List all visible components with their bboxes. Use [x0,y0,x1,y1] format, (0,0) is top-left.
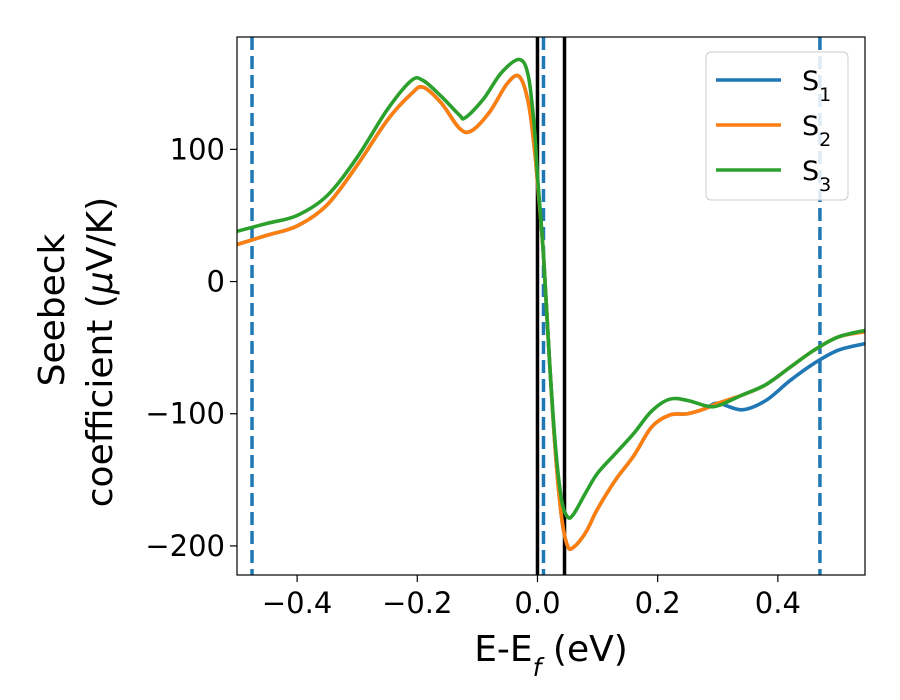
x-axis-ticks: −0.4 −0.2 0.0 0.2 0.4 [262,575,801,620]
y-tick-label-2: −100 [145,397,225,431]
x-tick-label-1: −0.2 [382,586,452,620]
y-axis-title-line2-suffix: V/K) [80,197,121,271]
y-tick-label-3: −200 [145,529,225,563]
legend-label-S2: S2 [802,111,831,151]
y-axis-title-line2: coefficient (μV/K) [80,197,121,507]
y-axis-title-line2-prefix: coefficient ( [80,294,121,507]
series-lines [237,57,865,552]
axes-frame [236,36,866,576]
y-axis-title-line1: Seebeck [32,233,73,386]
x-tick-label-4: 0.4 [755,586,801,620]
reference-lines [250,37,822,575]
x-tick-label-2: 0.0 [514,586,560,620]
x-tick-label-0: −0.4 [262,586,332,620]
legend: S1 S2 S3 [705,51,849,201]
x-axis-title-suffix: (eV) [541,629,627,670]
x-axis-title-main: E-E [474,629,532,670]
y-tick-label-0: 100 [170,132,225,166]
x-tick-label-3: 0.2 [635,586,681,620]
legend-label-S3: S3 [802,156,831,196]
y-axis-title-mu: μ [80,271,121,295]
y-axis-ticks: 100 0 −100 −200 [145,132,237,563]
legend-label-S1: S1 [802,66,831,106]
y-tick-label-1: 0 [207,265,225,299]
series-line-S3 [237,57,865,520]
plot-area [237,37,865,575]
legend-items: S1 S2 S3 [716,66,831,196]
